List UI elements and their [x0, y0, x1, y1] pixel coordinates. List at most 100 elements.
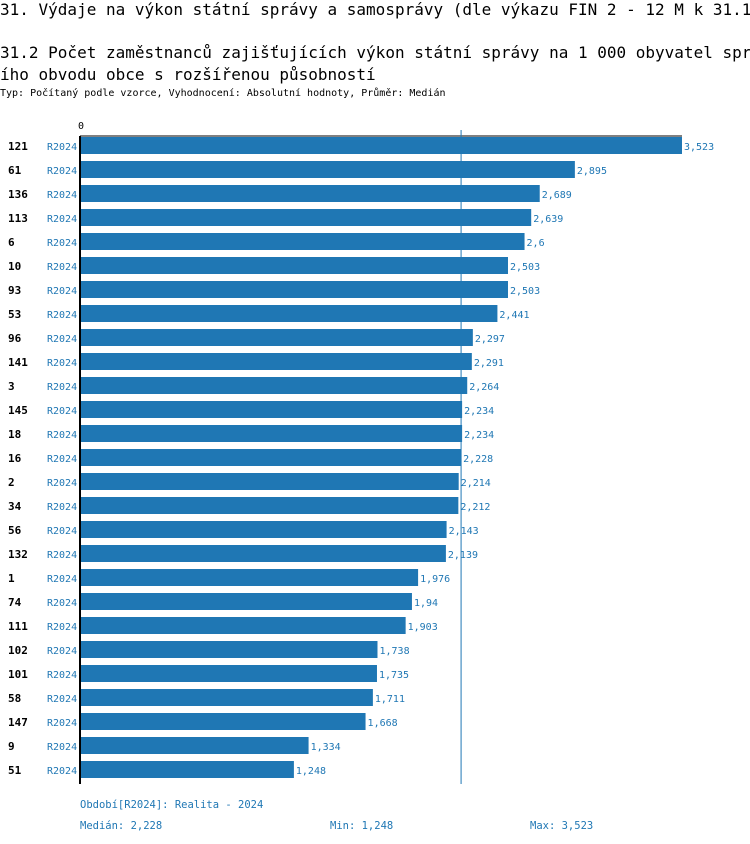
bar — [81, 281, 508, 298]
series-label: R2024 — [47, 550, 77, 561]
category-label: 18 — [8, 428, 21, 441]
bar — [81, 473, 459, 490]
series-label: R2024 — [47, 718, 77, 729]
category-label: 147 — [8, 716, 28, 729]
value-label: 1,976 — [420, 574, 450, 585]
bar — [81, 305, 498, 322]
value-label: 3,523 — [684, 142, 714, 153]
series-label: R2024 — [47, 478, 77, 489]
bar — [81, 377, 468, 394]
bar — [81, 185, 540, 202]
bar — [81, 497, 459, 514]
series-label: R2024 — [47, 310, 77, 321]
value-label: 2,297 — [475, 334, 505, 345]
value-label: 1,94 — [414, 598, 438, 609]
series-label: R2024 — [47, 646, 77, 657]
series-label: R2024 — [47, 526, 77, 537]
bar — [81, 233, 525, 250]
value-label: 2,214 — [461, 478, 491, 489]
category-label: 121 — [8, 140, 28, 153]
bar — [81, 425, 463, 442]
value-label: 2,895 — [577, 166, 607, 177]
category-label: 96 — [8, 332, 22, 345]
bar — [81, 257, 508, 274]
series-label: R2024 — [47, 622, 77, 633]
bar — [81, 713, 366, 730]
bar — [81, 665, 377, 682]
value-label: 1,248 — [296, 766, 326, 777]
category-label: 16 — [8, 452, 22, 465]
series-label: R2024 — [47, 454, 77, 465]
category-label: 2 — [8, 476, 15, 489]
category-label: 3 — [8, 380, 15, 393]
series-label: R2024 — [47, 358, 77, 369]
category-label: 34 — [8, 500, 22, 513]
value-label: 1,735 — [379, 670, 409, 681]
bar — [81, 761, 294, 778]
value-label: 2,441 — [499, 310, 529, 321]
series-label: R2024 — [47, 598, 77, 609]
bar — [81, 209, 532, 226]
category-label: 9 — [8, 740, 15, 753]
category-label: 56 — [8, 524, 22, 537]
chart-title-line-1: 31.2 Počet zaměstnanců zajišťujících výk… — [0, 43, 750, 62]
series-label: R2024 — [47, 142, 77, 153]
series-label: R2024 — [47, 430, 77, 441]
series-label: R2024 — [47, 190, 77, 201]
chart-title-line-2: ího obvodu obce s rozšířenou působností — [0, 65, 376, 84]
series-label: R2024 — [47, 262, 77, 273]
value-label: 1,738 — [379, 646, 409, 657]
footer-median: Medián: 2,228 — [80, 820, 163, 832]
category-label: 93 — [8, 284, 21, 297]
value-label: 2,139 — [448, 550, 478, 561]
series-label: R2024 — [47, 382, 77, 393]
category-label: 6 — [8, 236, 15, 249]
value-label: 2,143 — [449, 526, 479, 537]
series-label: R2024 — [47, 166, 77, 177]
bar — [81, 401, 463, 418]
value-label: 1,711 — [375, 694, 405, 705]
value-label: 2,689 — [542, 190, 572, 201]
bar — [81, 737, 309, 754]
value-label: 2,503 — [510, 262, 540, 273]
legend-period: Období[R2024]: Realita - 2024 — [80, 799, 264, 811]
category-label: 10 — [8, 260, 21, 273]
category-label: 51 — [8, 764, 22, 777]
category-label: 58 — [8, 692, 21, 705]
series-label: R2024 — [47, 670, 77, 681]
series-label: R2024 — [47, 742, 77, 753]
bar — [81, 137, 682, 154]
footer-min: Min: 1,248 — [330, 820, 394, 832]
series-label: R2024 — [47, 694, 77, 705]
bar — [81, 329, 473, 346]
footer-max: Max: 3,523 — [530, 820, 594, 832]
series-label: R2024 — [47, 406, 77, 417]
value-label: 2,291 — [474, 358, 504, 369]
chart-info: Typ: Počítaný podle vzorce, Vyhodnocení:… — [0, 88, 446, 99]
category-label: 74 — [8, 596, 22, 609]
bar — [81, 617, 406, 634]
bar — [81, 569, 419, 586]
series-label: R2024 — [47, 766, 77, 777]
category-label: 1 — [8, 572, 15, 585]
bar — [81, 449, 462, 466]
value-label: 2,503 — [510, 286, 540, 297]
value-label: 2,234 — [464, 406, 494, 417]
value-label: 1,334 — [311, 742, 341, 753]
value-label: 2,264 — [469, 382, 499, 393]
series-label: R2024 — [47, 334, 77, 345]
category-label: 132 — [8, 548, 28, 561]
category-label: 111 — [8, 620, 28, 633]
category-label: 101 — [8, 668, 28, 681]
series-label: R2024 — [47, 574, 77, 585]
bar — [81, 689, 373, 706]
category-label: 145 — [8, 404, 28, 417]
category-label: 61 — [8, 164, 22, 177]
page-title: 31. Výdaje na výkon státní správy a samo… — [0, 0, 750, 19]
value-label: 2,639 — [533, 214, 563, 225]
bar — [81, 521, 447, 538]
series-label: R2024 — [47, 238, 77, 249]
value-label: 1,668 — [368, 718, 398, 729]
bar — [81, 641, 378, 658]
